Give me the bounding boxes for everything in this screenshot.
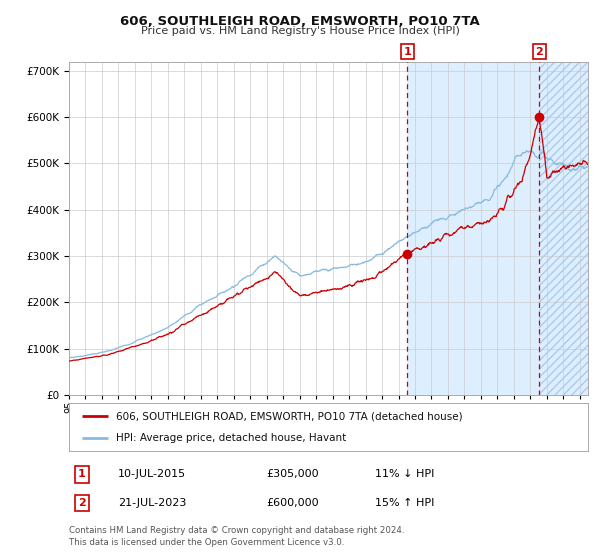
Text: 11% ↓ HPI: 11% ↓ HPI [375,469,434,479]
Text: £600,000: £600,000 [266,498,319,508]
Text: 1: 1 [78,469,86,479]
Text: This data is licensed under the Open Government Licence v3.0.: This data is licensed under the Open Gov… [69,538,344,547]
Text: HPI: Average price, detached house, Havant: HPI: Average price, detached house, Hava… [116,433,346,443]
Text: £305,000: £305,000 [266,469,319,479]
Text: 10-JUL-2015: 10-JUL-2015 [118,469,187,479]
Text: 606, SOUTHLEIGH ROAD, EMSWORTH, PO10 7TA (detached house): 606, SOUTHLEIGH ROAD, EMSWORTH, PO10 7TA… [116,411,463,421]
Text: 21-JUL-2023: 21-JUL-2023 [118,498,187,508]
Bar [539,62,600,395]
Text: Price paid vs. HM Land Registry's House Price Index (HPI): Price paid vs. HM Land Registry's House … [140,26,460,36]
Text: 2: 2 [78,498,86,508]
Text: 1: 1 [403,46,411,57]
Text: 606, SOUTHLEIGH ROAD, EMSWORTH, PO10 7TA: 606, SOUTHLEIGH ROAD, EMSWORTH, PO10 7TA [120,15,480,27]
Text: 15% ↑ HPI: 15% ↑ HPI [375,498,434,508]
Text: Contains HM Land Registry data © Crown copyright and database right 2024.: Contains HM Land Registry data © Crown c… [69,526,404,535]
Bar [539,62,600,395]
Text: 2: 2 [536,46,543,57]
Bar [407,62,539,395]
